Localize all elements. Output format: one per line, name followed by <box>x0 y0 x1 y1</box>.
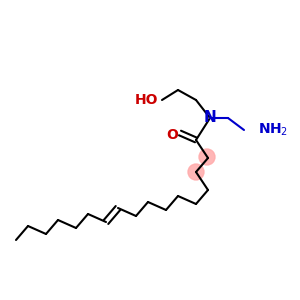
Text: NH$_2$: NH$_2$ <box>258 122 288 138</box>
Text: N: N <box>204 110 216 125</box>
Circle shape <box>199 149 215 165</box>
Text: HO: HO <box>134 93 158 107</box>
Text: O: O <box>166 128 178 142</box>
Circle shape <box>188 164 204 180</box>
